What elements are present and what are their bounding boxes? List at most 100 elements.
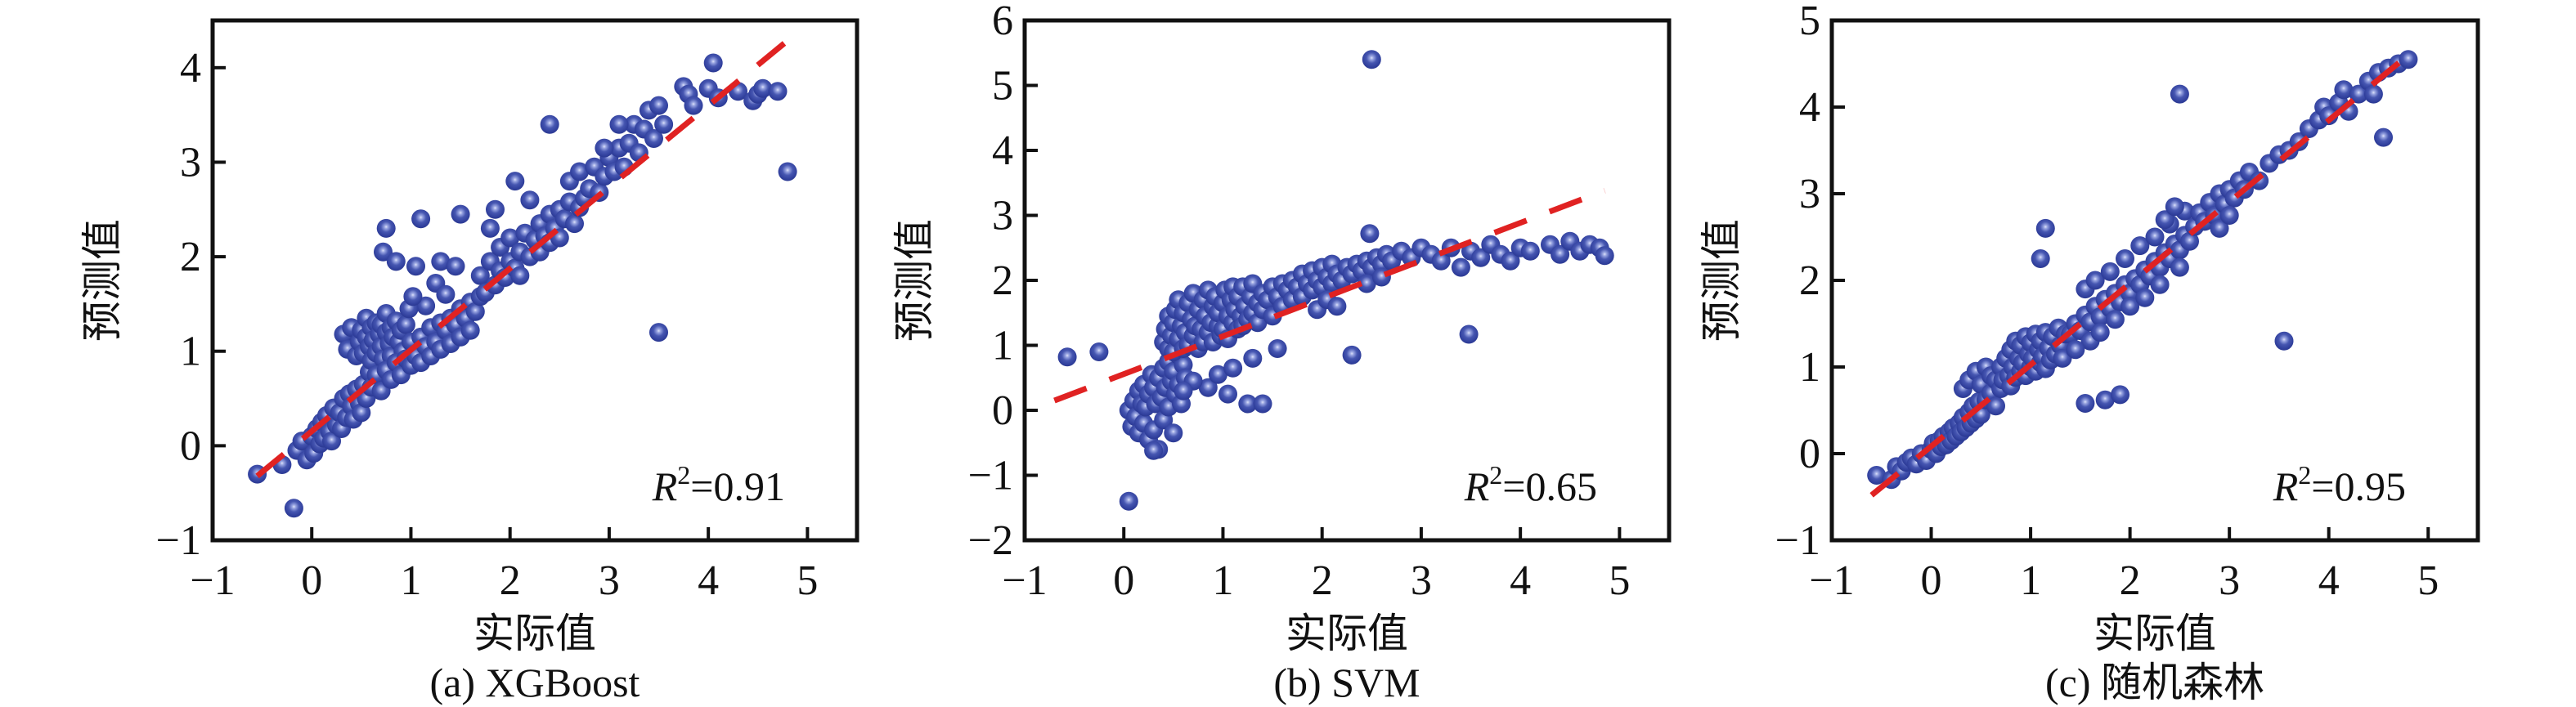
panel-a-xgboost: −1 0 1 2 3 4 5 −1 0 1 2 3 4 预测值 实际值 (a) XGBoost R2=0…: [79, 18, 859, 705]
scatter-point: [2374, 128, 2393, 147]
y-tick-label: 0: [180, 423, 201, 469]
scatter-point: [2210, 218, 2229, 238]
scatter-point: [595, 138, 614, 158]
x-tick-label: −1: [1809, 557, 1854, 604]
scatter-point: [2111, 385, 2129, 405]
x-tick-label: 5: [2417, 557, 2439, 604]
scatter-point: [2120, 297, 2140, 316]
scatter-point: [1057, 347, 1077, 367]
scatter-point: [1459, 324, 1479, 344]
scatter-point: [2155, 210, 2174, 230]
x-tick-label: 2: [1312, 557, 1333, 604]
y-tick-label: 1: [180, 329, 201, 375]
scatter-point: [374, 242, 393, 262]
scatter-point: [446, 257, 465, 276]
scatter-point: [2349, 84, 2368, 104]
scatter-point: [386, 252, 406, 271]
scatter-point: [470, 266, 490, 285]
scatter-point: [684, 96, 703, 115]
y-tick-label: 0: [992, 387, 1013, 434]
scatter-point: [1238, 394, 1258, 414]
x-tick-label: 5: [797, 557, 818, 604]
x-tick-label: 4: [698, 557, 719, 604]
y-tick-label: 4: [1799, 84, 1820, 131]
scatter-point: [505, 172, 525, 191]
scatter-point: [2105, 310, 2125, 329]
scatter-point: [2399, 50, 2418, 69]
y-axis-label: 预测值: [79, 219, 125, 342]
y-tick-label: 3: [992, 193, 1013, 239]
scatter-point: [2116, 249, 2134, 268]
y-tick-label: 5: [1799, 0, 1820, 44]
scatter-point: [510, 266, 530, 285]
scatter-point: [520, 190, 540, 210]
y-tick-label: 1: [1799, 344, 1820, 391]
scatter-point: [2035, 218, 2055, 238]
scatter-point: [1360, 224, 1380, 244]
scatter-point: [460, 320, 480, 340]
x-axis-label: 实际值: [1286, 611, 1408, 656]
y-tick-label: 0: [1799, 431, 1820, 477]
x-tick-label: 3: [599, 557, 620, 604]
scatter-point: [649, 96, 668, 115]
x-tick-label: 4: [1510, 557, 1531, 604]
y-tick-label: 5: [992, 63, 1013, 110]
scatter-point: [2066, 340, 2085, 360]
panel-caption: (c) 随机森林: [2045, 660, 2264, 705]
scatter-point: [540, 114, 559, 134]
x-tick-label: 5: [1609, 557, 1630, 604]
plot-area-border: [210, 18, 859, 543]
scatter-point: [1595, 246, 1614, 266]
x-tick-label: 4: [2318, 557, 2340, 604]
scatter-point: [570, 162, 590, 181]
scatter-point: [1431, 251, 1451, 271]
scatter-point: [406, 257, 425, 276]
scatter-point: [2135, 288, 2155, 307]
scatter-point: [2334, 80, 2354, 100]
x-tick-label: 1: [1212, 557, 1233, 604]
x-axis-label: 实际值: [473, 611, 596, 656]
scatter-point: [1986, 396, 2005, 416]
y-tick-label: −2: [968, 517, 1013, 564]
x-tick-label: −1: [190, 557, 235, 604]
y-tick-label: 2: [180, 234, 201, 280]
scatter-point: [2165, 197, 2184, 217]
scatter-point: [1164, 423, 1183, 443]
scatter-point: [1867, 466, 1887, 485]
scatter-point: [403, 287, 423, 307]
scatter-point: [768, 82, 788, 101]
scatter-point: [1357, 274, 1376, 293]
scatter-point: [703, 53, 723, 73]
y-tick-label: 3: [1799, 171, 1820, 217]
scatter-point: [565, 214, 584, 234]
scatter-point: [352, 403, 371, 423]
scatter-point: [2085, 271, 2105, 290]
scatter-point: [2319, 106, 2339, 126]
x-tick-label: 1: [400, 557, 421, 604]
scatter-point: [500, 228, 520, 248]
y-axis-label: 预测值: [891, 219, 937, 342]
scatter-point: [1089, 342, 1109, 361]
scatter-point: [2145, 227, 2165, 247]
scatter-point: [486, 199, 505, 219]
scatter-point: [753, 78, 773, 98]
scatter-point: [2150, 275, 2170, 294]
y-tick-label: 4: [180, 45, 201, 92]
plot-area-border: [1829, 18, 2480, 543]
scatter-point: [2274, 331, 2294, 351]
x-axis-label: 实际值: [2094, 611, 2216, 656]
scatter-point: [649, 323, 668, 342]
r2-annotation: R2=0.65: [1464, 460, 1597, 509]
panel-caption: (a) XGBoost: [430, 660, 640, 705]
x-tick-label: 3: [2219, 557, 2240, 604]
panel-caption: (b) SVM: [1273, 660, 1420, 705]
scatter-point: [609, 114, 629, 134]
scatter-point: [284, 499, 303, 518]
scatter-point: [1198, 378, 1218, 397]
x-tick-label: 0: [1113, 557, 1134, 604]
scatter-point: [1471, 248, 1491, 267]
scatter-point: [1451, 257, 1470, 277]
